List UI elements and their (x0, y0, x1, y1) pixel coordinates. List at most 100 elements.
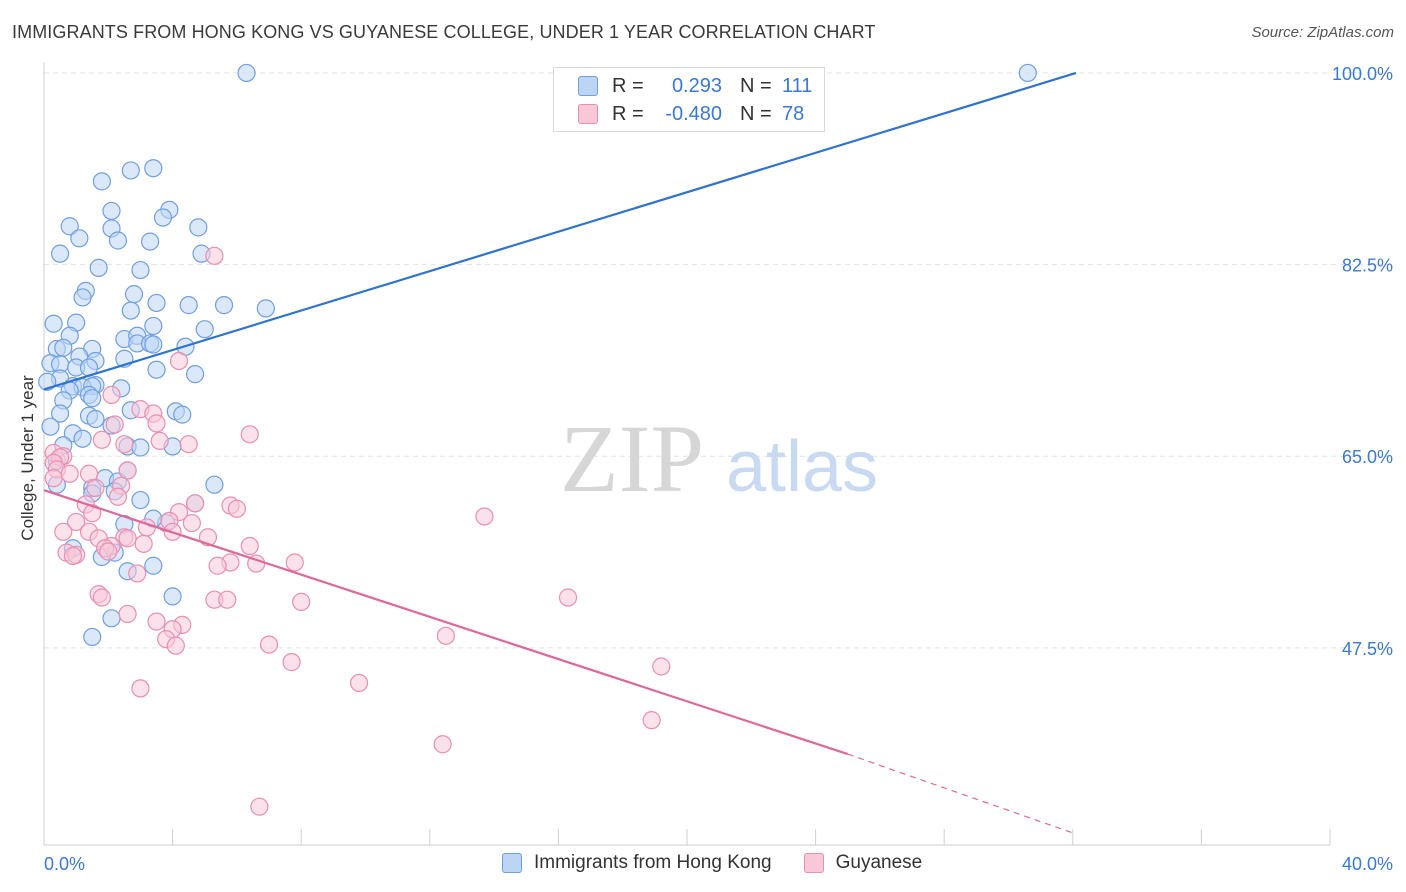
trend-line-guyanese (43, 489, 849, 756)
point-guyanese (182, 513, 201, 533)
point-hong-kong (83, 627, 102, 647)
point-hong-kong (147, 360, 166, 379)
point-guyanese (558, 588, 578, 607)
point-hong-kong (163, 587, 182, 606)
legend-swatch-pink (578, 104, 598, 124)
point-hong-kong (44, 314, 63, 333)
point-hong-kong (1018, 63, 1037, 83)
point-hong-kong (92, 172, 111, 191)
point-guyanese (54, 522, 73, 541)
point-guyanese (134, 534, 153, 553)
watermark-atlas: atlas (726, 427, 878, 507)
point-hong-kong (144, 159, 163, 178)
r-value: 0.293 (671, 74, 722, 97)
point-guyanese (208, 556, 227, 575)
point-hong-kong (121, 161, 140, 180)
y-tick-label: 100.0% (1332, 64, 1393, 84)
watermark: ZIP atlas (560, 405, 878, 512)
x-tick-label: 40.0% (1342, 854, 1393, 874)
point-guyanese (652, 657, 671, 676)
point-guyanese (63, 546, 83, 565)
point-guyanese (292, 592, 311, 611)
point-hong-kong (147, 293, 166, 313)
y-axis-label: College, Under 1 year (18, 375, 37, 541)
point-guyanese (60, 464, 79, 483)
point-hong-kong (50, 404, 70, 423)
n-value: 78 (782, 102, 805, 125)
n-label: N = (740, 74, 772, 97)
legend-label: Guyanese (835, 852, 923, 873)
point-guyanese (115, 435, 134, 454)
point-hong-kong (140, 232, 160, 251)
trend-lines (43, 71, 1077, 835)
legend-swatch-blue (502, 853, 522, 873)
point-guyanese (118, 461, 137, 480)
point-guyanese (67, 512, 86, 532)
data-points (38, 63, 1037, 816)
point-guyanese (250, 797, 269, 816)
trend-line-guyanese-extension (847, 753, 1077, 835)
point-hong-kong (73, 288, 92, 307)
point-hong-kong (108, 231, 128, 250)
point-guyanese (150, 431, 169, 451)
point-guyanese (131, 679, 150, 698)
point-guyanese (99, 542, 118, 561)
point-hong-kong (131, 438, 150, 457)
point-hong-kong (173, 405, 192, 424)
legend-row-guyanese: R = -0.480 N = 78 (578, 101, 804, 127)
legend-label: Immigrants from Hong Kong (534, 852, 772, 873)
point-hong-kong (189, 218, 208, 237)
point-hong-kong (102, 201, 121, 221)
point-hong-kong (83, 389, 102, 408)
point-guyanese (128, 564, 147, 583)
point-guyanese (642, 711, 661, 730)
point-guyanese (285, 553, 304, 572)
point-hong-kong (86, 409, 105, 429)
chart-title: IMMIGRANTS FROM HONG KONG VS GUYANESE CO… (12, 22, 876, 42)
point-guyanese (240, 425, 259, 444)
point-hong-kong (131, 260, 150, 280)
point-hong-kong (256, 299, 275, 318)
legend-swatch-blue (578, 76, 598, 96)
n-value: 111 (782, 74, 813, 97)
point-hong-kong (144, 316, 163, 336)
legend-item-hong-kong[interactable]: Immigrants from Hong Kong (502, 852, 772, 874)
legend-row-hong-kong: R = 0.293 N = 111 (578, 73, 812, 99)
source-note: Source: ZipAtlas.com (1251, 24, 1394, 41)
point-hong-kong (124, 285, 144, 304)
point-guyanese (240, 536, 259, 556)
point-hong-kong (121, 301, 140, 320)
point-guyanese (475, 507, 494, 526)
point-hong-kong (179, 296, 198, 315)
point-hong-kong (144, 335, 163, 354)
point-hong-kong (205, 475, 224, 494)
x-tick-label: 0.0% (44, 854, 85, 874)
legend-item-guyanese[interactable]: Guyanese (803, 852, 923, 874)
point-guyanese (436, 626, 455, 645)
point-guyanese (83, 504, 102, 523)
r-label: R = (612, 74, 644, 97)
point-guyanese (218, 590, 237, 609)
r-label: R = (612, 102, 644, 125)
point-guyanese (349, 673, 369, 693)
y-tick-label: 65.0% (1342, 447, 1393, 467)
point-hong-kong (89, 258, 108, 277)
point-guyanese (102, 385, 121, 405)
correlation-legend: R = 0.293 N = 111 R = -0.480 N = 78 (553, 67, 825, 132)
point-hong-kong (73, 429, 92, 448)
tick-labels: 100.0% 82.5% 65.0% 47.5% 0.0% 40.0% (44, 64, 1393, 874)
y-tick-label: 47.5% (1342, 639, 1393, 659)
point-hong-kong (131, 490, 150, 510)
r-value: -0.480 (665, 102, 722, 125)
point-guyanese (44, 469, 63, 488)
point-hong-kong (70, 229, 89, 248)
point-hong-kong (237, 63, 256, 83)
legend-swatch-pink (803, 853, 824, 873)
point-hong-kong (214, 296, 234, 315)
point-guyanese (108, 487, 128, 506)
point-guyanese (227, 499, 246, 518)
point-guyanese (105, 415, 124, 434)
watermark-zip: ZIP (560, 405, 704, 512)
gridlines (44, 72, 1392, 649)
